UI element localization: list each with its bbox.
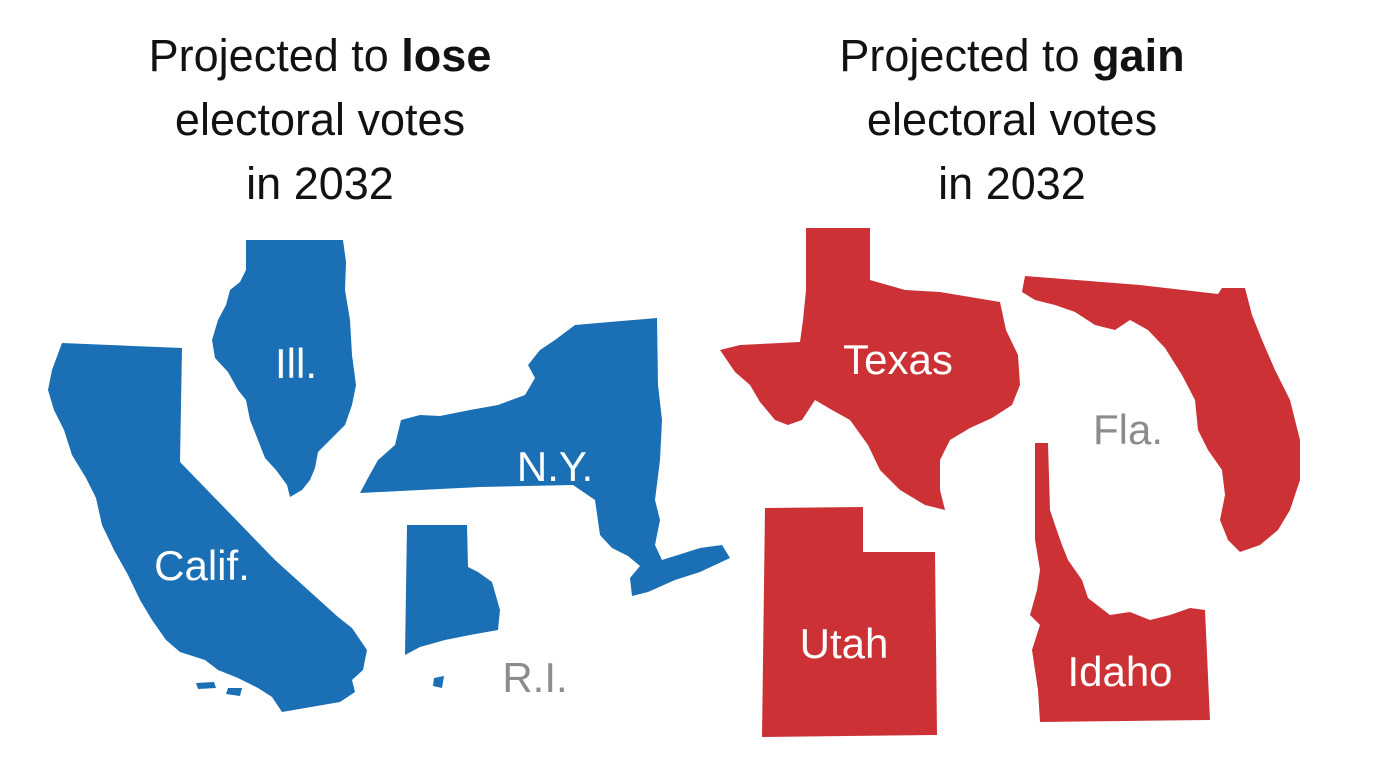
lose-panel: Projected to lose electoral votes in 203… xyxy=(0,24,640,216)
gain-heading-line2: electoral votes xyxy=(866,94,1158,145)
gain-panel: Projected to gain electoral votes in 203… xyxy=(690,0,1375,761)
state-label-utah: Utah xyxy=(800,620,889,667)
lose-heading-prefix: Projected to xyxy=(148,30,402,81)
state-shape-california-islands xyxy=(196,682,242,696)
state-label-california: Calif. xyxy=(154,542,250,589)
state-shape-california xyxy=(48,343,367,712)
lose-heading-line3: in 2032 xyxy=(246,158,394,209)
state-label-florida: Fla. xyxy=(1093,406,1163,453)
gain-heading-emphasis: gain xyxy=(1092,30,1185,81)
state-shape-rhode-island xyxy=(405,525,500,655)
state-label-new-york: N.Y. xyxy=(517,443,593,490)
gain-heading-prefix: Projected to xyxy=(839,30,1093,81)
state-shape-rhode-island-island xyxy=(433,676,444,688)
state-shape-florida xyxy=(1022,276,1300,552)
state-label-illinois: Ill. xyxy=(275,340,317,387)
lose-heading-emphasis: lose xyxy=(401,30,492,81)
state-label-rhode-island: R.I. xyxy=(502,654,567,701)
lose-heading: Projected to lose electoral votes in 203… xyxy=(0,24,640,216)
state-shape-illinois xyxy=(212,240,356,497)
state-shape-idaho xyxy=(1030,443,1210,722)
state-shape-new-york xyxy=(360,318,730,596)
gain-heading: Projected to gain electoral votes in 203… xyxy=(672,24,1352,216)
state-shape-utah xyxy=(762,507,937,737)
state-shape-texas xyxy=(720,228,1020,510)
lose-heading-line2: electoral votes xyxy=(174,94,466,145)
state-label-idaho: Idaho xyxy=(1067,648,1172,695)
gain-heading-line3: in 2032 xyxy=(938,158,1086,209)
state-label-texas: Texas xyxy=(843,336,953,383)
